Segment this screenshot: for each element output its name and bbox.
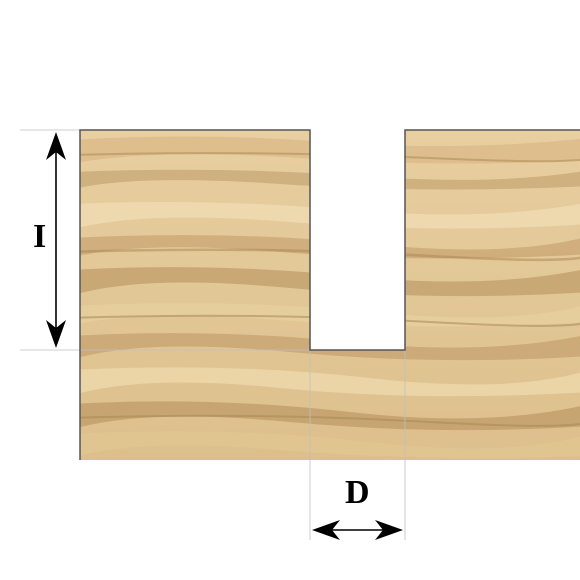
dimension-i-arrow [46, 132, 66, 348]
wood-outline-path [80, 130, 580, 460]
dimension-i-label: I [33, 218, 46, 256]
wood-block [0, 0, 580, 580]
dimension-d-label: D [345, 474, 370, 512]
diagram-container: I D [0, 0, 580, 580]
dimension-d-arrow [312, 520, 403, 540]
